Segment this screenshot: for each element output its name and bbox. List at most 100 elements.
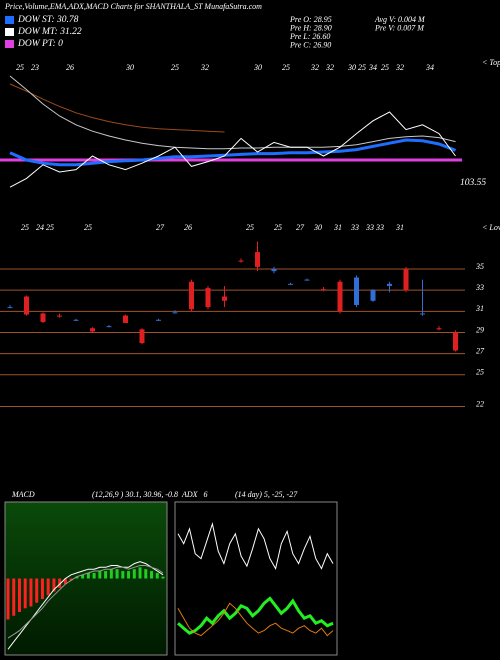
histogram-bar xyxy=(46,578,50,596)
y-tick-label: 27 xyxy=(476,346,485,355)
adx-line xyxy=(177,596,334,635)
date-label: 26 xyxy=(66,63,74,72)
date-label: 25 xyxy=(46,223,54,232)
date-label: 25 xyxy=(274,223,282,232)
candle-body xyxy=(238,260,244,262)
price-line xyxy=(9,75,456,150)
candle-body xyxy=(370,290,376,301)
stat: Pre O: 28.95 xyxy=(289,15,332,24)
candle-body xyxy=(304,279,310,281)
stat: Pre L: 26.60 xyxy=(289,32,330,41)
date-label: 25 xyxy=(358,63,366,72)
date-label: 30 xyxy=(253,63,262,72)
candle-body xyxy=(453,332,458,351)
histogram-bar xyxy=(35,578,39,603)
date-label: 33 xyxy=(375,223,384,232)
date-label: 33 xyxy=(350,223,359,232)
legend-label: DOW MT: 31.22 xyxy=(17,27,82,37)
legend-swatch xyxy=(5,16,14,24)
candle-body xyxy=(288,283,293,285)
candle-body xyxy=(73,319,79,321)
date-label: 30 xyxy=(313,223,322,232)
date-label: 25 xyxy=(246,223,254,232)
date-label: 23 xyxy=(31,63,39,72)
price-line xyxy=(9,111,456,188)
panel-params: (12,26,9 ) 30.1, 30.96, -0.8 xyxy=(92,490,178,499)
date-label: 26 xyxy=(184,223,192,232)
date-label: 27 xyxy=(296,223,305,232)
histogram-bar xyxy=(98,571,102,579)
date-label: 25 xyxy=(84,223,92,232)
macd-line xyxy=(7,565,164,639)
date-label: 32 xyxy=(325,63,334,72)
candle-body xyxy=(255,252,260,267)
date-label: 30 xyxy=(125,63,134,72)
histogram-bar xyxy=(52,578,56,592)
date-label: 32 xyxy=(310,63,319,72)
histogram-bar xyxy=(109,569,113,579)
candle-body xyxy=(123,315,128,323)
histogram-bar xyxy=(40,578,44,599)
candle-body xyxy=(7,307,13,309)
adx-panel xyxy=(174,501,338,656)
panel-label: ADX 6 xyxy=(181,490,208,499)
macd-line xyxy=(7,561,164,650)
histogram-bar xyxy=(127,571,131,579)
histogram-bar xyxy=(63,578,67,585)
histogram-bar xyxy=(6,578,10,620)
date-label: 25 xyxy=(171,63,179,72)
y-tick-label: 25 xyxy=(476,368,484,377)
candle-body xyxy=(403,269,409,291)
histogram-bar xyxy=(138,567,142,579)
side-label: < Tops xyxy=(482,58,500,67)
candle-body xyxy=(57,315,62,317)
candle-body xyxy=(222,296,227,301)
candle-body xyxy=(354,277,359,305)
histogram-bar xyxy=(92,572,96,579)
histogram-bar xyxy=(132,569,136,579)
histogram-bar xyxy=(69,578,73,581)
price-line xyxy=(9,83,225,133)
legend-swatch xyxy=(5,40,14,48)
histogram-bar xyxy=(86,572,90,579)
legend-label: DOW PT: 0 xyxy=(17,39,63,49)
y-tick-label: 35 xyxy=(475,262,484,271)
histogram-bar xyxy=(12,578,16,616)
date-label: 25 xyxy=(381,63,389,72)
stat: Pre V: 0.007 M xyxy=(374,23,425,32)
histogram-bar xyxy=(29,578,33,607)
date-label: 25 xyxy=(16,63,24,72)
y-tick-label: 31 xyxy=(475,304,484,313)
histogram-bar xyxy=(23,578,27,609)
candle-body xyxy=(189,281,194,310)
histogram-bar xyxy=(58,578,62,588)
histogram-bar xyxy=(17,578,21,613)
price-line xyxy=(9,138,457,167)
stat: Pre H: 28.90 xyxy=(289,23,332,32)
date-label: 30 xyxy=(347,63,356,72)
histogram-bar xyxy=(150,571,154,579)
legend-label: DOW ST: 30.78 xyxy=(17,15,79,25)
adx-line xyxy=(177,521,334,570)
candle-body xyxy=(205,288,211,308)
candle-body xyxy=(321,289,326,291)
panel-params: (14 day) 5, -25, -27 xyxy=(235,490,298,499)
date-label: 32 xyxy=(200,63,209,72)
date-label: 33 xyxy=(365,223,374,232)
candle-body xyxy=(172,312,178,314)
legend-swatch xyxy=(5,28,14,36)
candle-body xyxy=(271,269,277,272)
candle-body xyxy=(90,328,95,332)
histogram-bar xyxy=(75,576,79,579)
histogram-bar xyxy=(121,571,125,579)
histogram-bar xyxy=(81,574,85,579)
histogram-bar xyxy=(155,572,159,579)
stat: Pre C: 26.90 xyxy=(289,40,331,49)
y-tick-label: 29 xyxy=(476,325,484,334)
candle-body xyxy=(337,281,343,312)
candle-body xyxy=(387,283,392,286)
candle-body xyxy=(24,296,29,315)
date-label: 31 xyxy=(395,223,404,232)
